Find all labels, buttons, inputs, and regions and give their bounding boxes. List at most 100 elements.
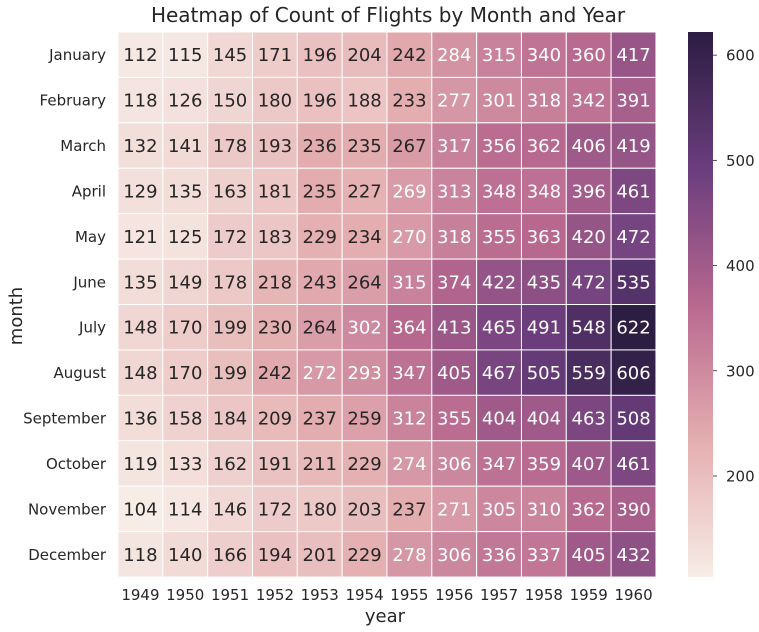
- heatmap-cell: [162, 394, 209, 442]
- heatmap-cell: [207, 304, 253, 351]
- cell-value-label: 535: [616, 272, 650, 293]
- heatmap-cell: [610, 258, 657, 306]
- x-tick-label: 1952: [256, 586, 294, 604]
- heatmap-cell: [117, 349, 164, 396]
- cell-value-label: 362: [572, 499, 606, 520]
- heatmap-cell: [431, 485, 478, 533]
- x-tick-label: 1949: [121, 586, 159, 604]
- x-tick-label: 1954: [345, 586, 383, 604]
- cell-value-label: 181: [258, 181, 292, 202]
- cell-value-label: 435: [527, 272, 561, 293]
- cell-value-label: 270: [392, 227, 426, 248]
- cell-value-label: 234: [347, 227, 381, 248]
- heatmap-cell: [476, 167, 522, 215]
- cell-value-label: 171: [258, 45, 292, 66]
- y-axis-label: month: [6, 287, 27, 345]
- heatmap-cell: [207, 531, 253, 578]
- cell-value-label: 141: [168, 136, 202, 157]
- cell-value-label: 166: [213, 545, 247, 566]
- cell-value-label: 405: [572, 545, 606, 566]
- x-tick-label: 1953: [301, 586, 339, 604]
- cell-value-label: 306: [437, 545, 471, 566]
- cell-value-label: 199: [213, 363, 247, 384]
- cell-value-label: 419: [616, 136, 650, 157]
- cell-value-label: 259: [347, 409, 381, 430]
- heatmap-cell: [565, 349, 612, 396]
- heatmap-cell: [476, 304, 522, 351]
- heatmap-cell: [296, 122, 343, 169]
- cell-value-label: 178: [213, 272, 247, 293]
- cell-value-label: 264: [303, 318, 337, 339]
- heatmap-cell: [431, 258, 478, 306]
- heatmap-cell: [431, 394, 478, 442]
- heatmap-cell: [431, 440, 478, 487]
- heatmap-cell: [386, 304, 433, 351]
- cell-value-label: 306: [437, 454, 471, 475]
- cell-value-label: 315: [392, 272, 426, 293]
- colorbar-tick-label: 300: [726, 362, 755, 380]
- heatmap-cell: [251, 440, 298, 487]
- cell-value-label: 104: [123, 499, 157, 520]
- heatmap-cell: [610, 531, 657, 578]
- heatmap-cell: [117, 258, 164, 306]
- cell-value-label: 472: [616, 227, 650, 248]
- heatmap-cell: [207, 485, 253, 533]
- heatmap-cell: [565, 440, 612, 487]
- heatmap-cell: [610, 122, 657, 169]
- heatmap-cell: [520, 76, 567, 124]
- cell-value-label: 271: [437, 499, 471, 520]
- cell-value-label: 191: [258, 454, 292, 475]
- cell-value-label: 317: [437, 136, 471, 157]
- x-tick-label: 1950: [166, 586, 204, 604]
- cell-value-label: 422: [482, 272, 516, 293]
- heatmap-cell: [610, 167, 657, 215]
- cell-value-label: 148: [123, 318, 157, 339]
- colorbar-tick-label: 400: [726, 257, 755, 275]
- cell-value-label: 417: [616, 45, 650, 66]
- heatmap-cell: [207, 213, 253, 260]
- heatmap-cell: [431, 31, 478, 78]
- cell-value-label: 390: [616, 499, 650, 520]
- heatmap-cell: [386, 394, 433, 442]
- heatmap-cell: [251, 122, 298, 169]
- heatmap-cell: [162, 440, 209, 487]
- heatmap-cell: [117, 167, 164, 215]
- cell-value-label: 274: [392, 454, 426, 475]
- cell-value-label: 548: [572, 318, 606, 339]
- heatmap-cell: [251, 167, 298, 215]
- cell-value-label: 193: [258, 136, 292, 157]
- heatmap-cell: [296, 76, 343, 124]
- cell-value-label: 337: [527, 545, 561, 566]
- cell-value-label: 183: [258, 227, 292, 248]
- cell-value-label: 463: [572, 409, 606, 430]
- cell-value-label: 405: [437, 363, 471, 384]
- cell-value-label: 420: [572, 227, 606, 248]
- cell-value-label: 313: [437, 181, 471, 202]
- cell-value-label: 229: [347, 545, 381, 566]
- x-tick-label: 1957: [480, 586, 518, 604]
- cell-value-label: 472: [572, 272, 606, 293]
- heatmap-cell: [207, 394, 253, 442]
- cell-value-label: 413: [437, 318, 471, 339]
- x-tick-label: 1959: [570, 586, 608, 604]
- cell-value-label: 199: [213, 318, 247, 339]
- heatmap-cell: [341, 394, 388, 442]
- heatmap-cell: [207, 349, 253, 396]
- cell-value-label: 184: [213, 409, 247, 430]
- y-tick-label: May: [75, 228, 106, 246]
- cell-value-label: 162: [213, 454, 247, 475]
- cell-value-label: 211: [303, 454, 337, 475]
- heatmap-cell: [251, 349, 298, 396]
- x-tick-label: 1955: [390, 586, 428, 604]
- heatmap-cell: [386, 213, 433, 260]
- cell-value-label: 491: [527, 318, 561, 339]
- cell-value-label: 302: [347, 318, 381, 339]
- cell-value-label: 112: [123, 45, 157, 66]
- heatmap-cell: [565, 394, 612, 442]
- cell-value-label: 148: [123, 363, 157, 384]
- cell-value-label: 204: [347, 45, 381, 66]
- y-tick-label: April: [72, 182, 106, 200]
- cell-value-label: 133: [168, 454, 202, 475]
- cell-value-label: 508: [616, 409, 650, 430]
- heatmap-cell: [386, 531, 433, 578]
